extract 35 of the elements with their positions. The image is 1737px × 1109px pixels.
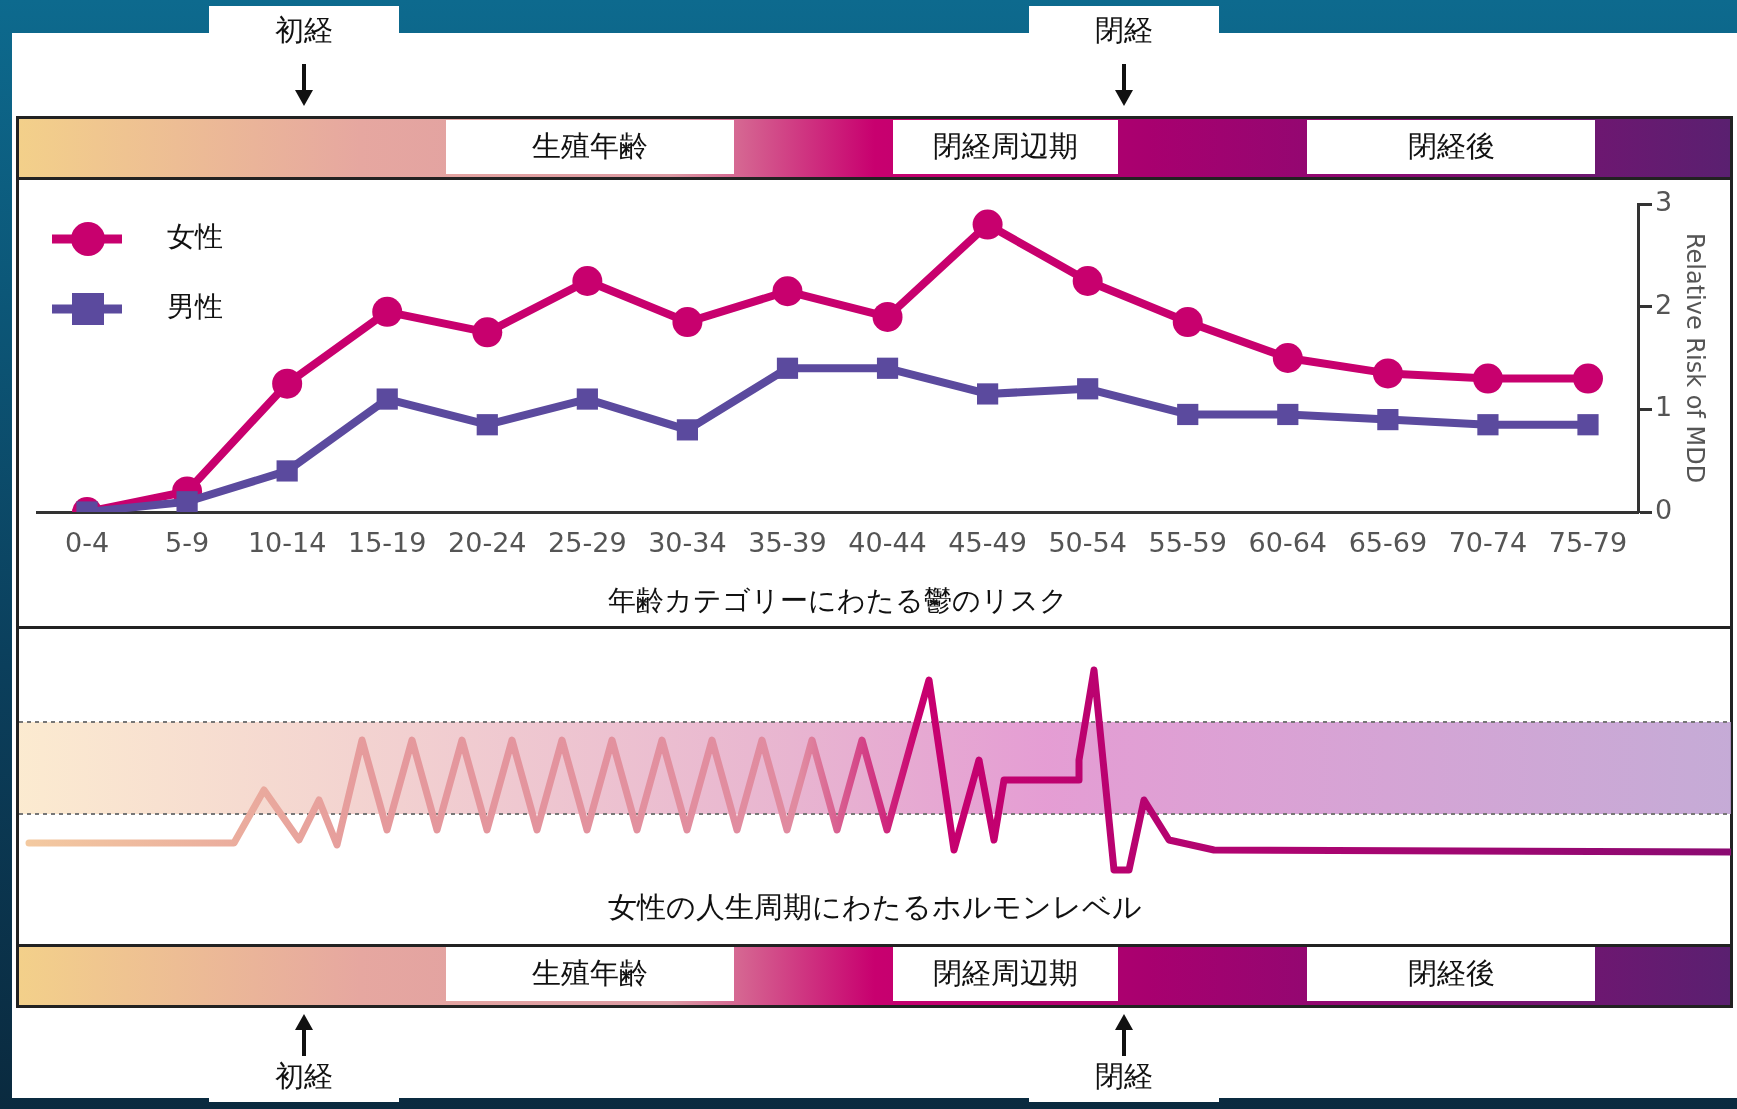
x-tick-label: 30-34 [648, 527, 727, 559]
y-tick-label: 1 [1655, 391, 1673, 423]
text: 閉経 [1029, 1052, 1219, 1102]
text: 初経 [209, 6, 399, 56]
x-tick-label: 25-29 [548, 527, 627, 559]
x-tick-label: 60-64 [1248, 527, 1328, 559]
x-tick-label: 0-4 [64, 527, 110, 559]
text: 閉経 [1029, 6, 1219, 56]
x-tick-label: 10-14 [247, 527, 327, 559]
y-tick-label: 0 [1655, 494, 1673, 526]
text: 閉経後 [1307, 947, 1595, 1001]
x-tick-label: 55-59 [1148, 527, 1227, 559]
text: 生殖年齢 [446, 120, 734, 174]
x-tick-label: 45-49 [948, 527, 1027, 559]
x-tick-label: 70-74 [1448, 527, 1528, 559]
text: 閉経周辺期 [893, 120, 1118, 174]
x-tick-label: 50-54 [1048, 527, 1127, 559]
x-tick-label: 35-39 [748, 527, 827, 559]
y-tick-label: 3 [1655, 186, 1673, 218]
text: 生殖年齢 [446, 947, 734, 1001]
legend-label: 女性 [167, 220, 223, 254]
x-tick-label: 75-79 [1548, 527, 1628, 559]
x-tick-label: 20-24 [448, 527, 527, 559]
x-tick-label: 5-9 [165, 527, 210, 559]
legend-label: 男性 [167, 290, 223, 324]
text: 女性の人生周期にわたるホルモンレベル [607, 890, 1142, 924]
x-tick-label: 65-69 [1348, 527, 1428, 559]
x-tick-label: 15-19 [347, 527, 427, 559]
text: 閉経後 [1307, 120, 1595, 174]
x-tick-label: 40-44 [848, 527, 927, 559]
text: 初経 [209, 1052, 399, 1102]
y-axis-title: Relative Risk of MDD [1681, 232, 1710, 484]
x-axis-title: 年齢カテゴリーにわたる鬱のリスク [607, 584, 1068, 618]
text: 閉経周辺期 [893, 947, 1118, 1001]
y-tick-label: 2 [1655, 288, 1673, 320]
